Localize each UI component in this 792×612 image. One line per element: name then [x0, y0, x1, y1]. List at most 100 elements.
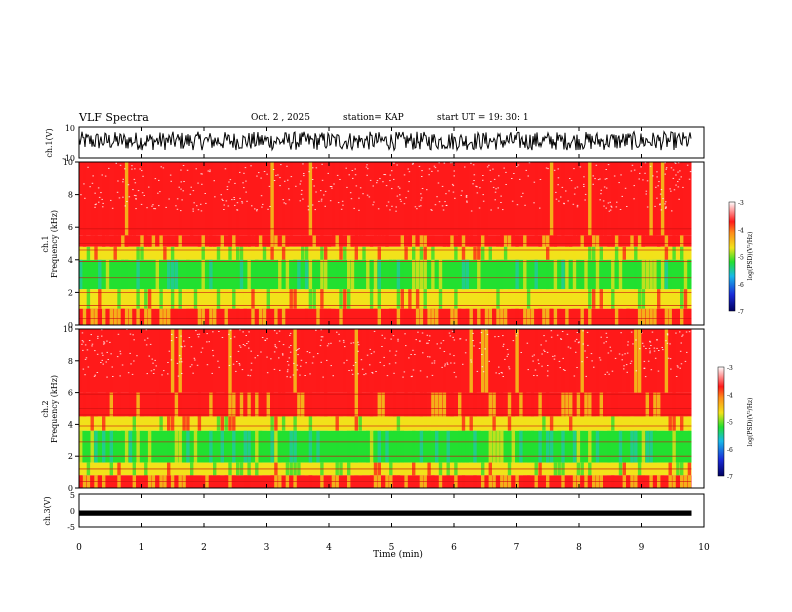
- spectrogram-speckle: [94, 206, 96, 208]
- spectrogram-speckle: [239, 197, 241, 199]
- spectrogram-cell: [634, 289, 638, 309]
- spectrogram-speckle: [594, 178, 596, 180]
- spectrogram-speckle: [343, 362, 345, 364]
- spectrogram-speckle: [399, 187, 401, 189]
- spectrogram-cell: [687, 308, 692, 325]
- spectrogram-speckle: [254, 208, 256, 210]
- spectrogram-speckle: [576, 332, 579, 333]
- spectrogram-cell: [611, 259, 615, 290]
- spectrogram-cell: [320, 235, 324, 247]
- spectrogram-cell: [347, 430, 351, 463]
- spectrogram-cell: [565, 259, 569, 290]
- spectrogram-cell: [565, 308, 569, 325]
- spectrogram-speckle: [81, 332, 84, 334]
- spectrogram-cell: [98, 259, 102, 290]
- spectrogram-cell: [274, 235, 278, 247]
- spectrogram-speckle: [484, 329, 487, 331]
- spectrogram-speckle: [200, 203, 202, 205]
- spectrogram-speckle: [116, 191, 119, 193]
- spectrogram-speckle: [182, 165, 185, 166]
- spectrogram-speckle: [524, 204, 526, 206]
- spectrogram-cell: [523, 392, 527, 417]
- spectrogram-cell: [481, 235, 485, 247]
- spectrogram-speckle: [557, 168, 559, 170]
- spectrogram-speckle: [101, 198, 103, 200]
- spectrogram-speckle: [639, 172, 641, 174]
- spectrogram-speckle: [609, 201, 611, 203]
- spectrogram-speckle: [665, 168, 667, 170]
- spectrogram-cell: [239, 259, 244, 290]
- spectrogram-speckle: [351, 373, 354, 375]
- spectrogram-cell: [262, 235, 267, 247]
- spectrogram-cell: [324, 246, 328, 260]
- spectrogram-speckle: [478, 348, 481, 349]
- spectrogram-cell: [630, 416, 634, 431]
- spectrogram-speckle: [562, 357, 564, 359]
- spectrogram-speckle: [665, 206, 667, 208]
- spectrogram-cell: [572, 329, 577, 393]
- spectrogram-speckle: [180, 335, 182, 337]
- spectrogram-speckle: [101, 335, 103, 337]
- spectrogram-cell: [174, 416, 179, 431]
- spectrogram-cell: [350, 235, 355, 247]
- spectrogram-speckle: [389, 209, 391, 211]
- spectrogram-speckle: [86, 349, 89, 351]
- spectrogram-speckle: [675, 174, 677, 176]
- spectrogram-speckle: [389, 350, 391, 352]
- spectrogram-speckle: [649, 165, 652, 167]
- spectrogram-speckle: [319, 345, 322, 347]
- spectrogram-speckle: [631, 164, 634, 166]
- spectrogram-speckle: [131, 373, 134, 375]
- spectrogram-cell: [630, 162, 634, 236]
- spectrogram-speckle: [555, 198, 558, 200]
- spectrogram-speckle: [329, 186, 332, 187]
- spectrogram-cell: [113, 289, 117, 309]
- spectrogram-speckle: [567, 346, 570, 348]
- spectrogram-speckle: [433, 165, 436, 167]
- spectrogram-cell: [236, 259, 240, 290]
- spectrogram-speckle: [321, 163, 323, 165]
- spectrogram-speckle: [369, 364, 371, 366]
- spectrogram-cell: [389, 259, 393, 290]
- spectrogram-cell: [657, 235, 661, 247]
- spectrogram-cell: [105, 416, 110, 431]
- spectrogram-cell: [488, 289, 492, 309]
- spectrogram-speckle: [145, 329, 148, 331]
- spectrogram-speckle: [297, 354, 299, 356]
- spectrogram-speckle: [221, 198, 223, 200]
- spectrogram-speckle: [275, 174, 277, 176]
- spectrogram-cell: [588, 162, 592, 236]
- spectrogram-speckle: [247, 341, 250, 343]
- spectrogram-cell: [473, 430, 477, 463]
- spectrogram-speckle: [168, 350, 171, 352]
- spectrogram-speckle: [321, 179, 324, 181]
- spectrogram-speckle: [290, 176, 293, 178]
- spectrogram-cell: [266, 235, 270, 247]
- spectrogram-cell: [435, 308, 439, 325]
- spectrogram-cell: [611, 162, 615, 236]
- spectrogram-speckle: [472, 164, 475, 166]
- spectrogram-speckle: [396, 195, 399, 197]
- spectrogram-speckle: [488, 164, 490, 166]
- spectrogram-speckle: [443, 162, 446, 164]
- spectrogram-speckle: [94, 192, 96, 194]
- spectrogram-cell: [458, 246, 462, 260]
- spectrogram-speckle: [438, 162, 440, 164]
- spectrogram-cell: [488, 430, 492, 463]
- spectrogram-cell: [653, 162, 657, 236]
- spectrogram-speckle: [400, 200, 402, 202]
- spectrogram-cell: [672, 289, 676, 309]
- spectrogram-speckle: [287, 369, 289, 371]
- spectrogram-speckle: [107, 359, 109, 360]
- spectrogram-cell: [155, 246, 159, 260]
- spectrogram-speckle: [212, 331, 214, 333]
- spectrogram-cell: [534, 329, 538, 393]
- spectrogram-speckle: [443, 351, 446, 352]
- spectrogram-cell: [595, 162, 600, 236]
- spectrogram-speckle: [666, 333, 669, 335]
- spectrogram-speckle: [606, 178, 608, 180]
- spectrogram-speckle: [643, 367, 646, 369]
- spectrogram-speckle: [315, 167, 318, 169]
- spectrogram-cell: [197, 392, 202, 417]
- spectrogram-cell: [247, 416, 251, 431]
